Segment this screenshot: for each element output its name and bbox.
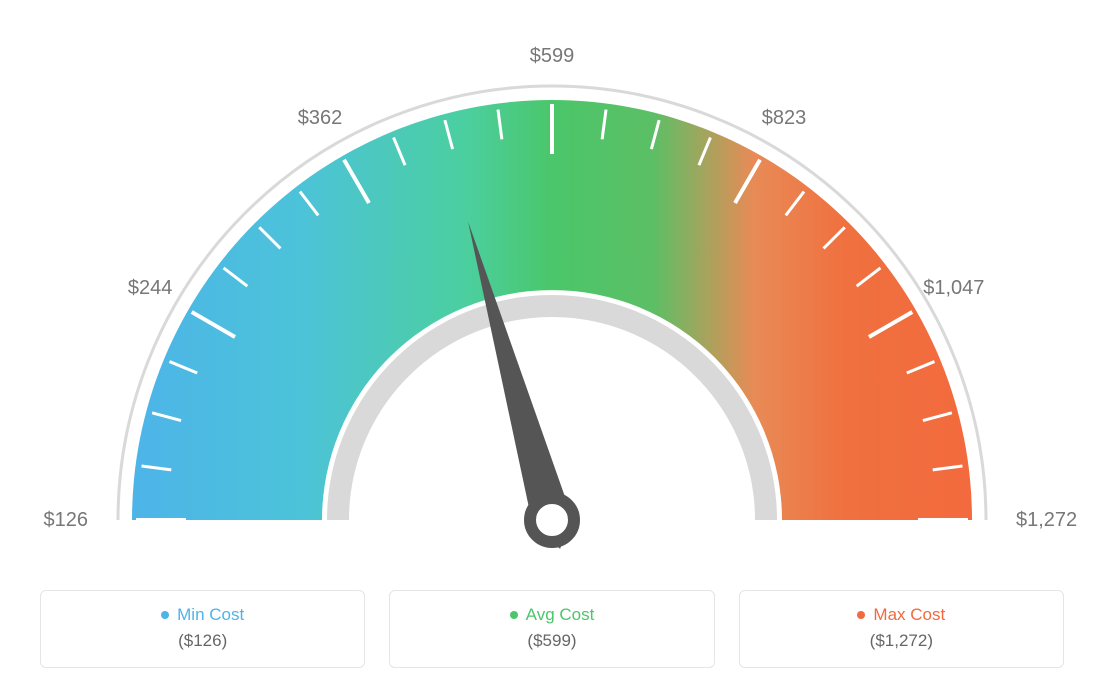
- gauge-tick-label: $244: [128, 277, 173, 299]
- legend-dot-max: [857, 611, 865, 619]
- legend-label-min-text: Min Cost: [177, 605, 244, 625]
- legend-value-max: ($1,272): [748, 631, 1055, 651]
- legend-card-avg: Avg Cost ($599): [389, 590, 714, 668]
- legend-label-max: Max Cost: [857, 605, 945, 625]
- gauge-tick-label: $362: [298, 107, 343, 129]
- legend-value-min: ($126): [49, 631, 356, 651]
- legend-label-min: Min Cost: [161, 605, 244, 625]
- gauge-svg: $126 $244 $362 $599 $823 $1,047 $1,272: [20, 20, 1084, 580]
- legend-label-max-text: Max Cost: [873, 605, 945, 625]
- gauge-tick-label: $1,047: [923, 277, 984, 299]
- gauge-tick-label: $1,272: [1016, 509, 1077, 531]
- legend-card-min: Min Cost ($126): [40, 590, 365, 668]
- gauge-tick-label: $599: [530, 45, 575, 67]
- legend-dot-min: [161, 611, 169, 619]
- legend-label-avg: Avg Cost: [510, 605, 595, 625]
- gauge-chart: $126 $244 $362 $599 $823 $1,047 $1,272: [20, 20, 1084, 580]
- legend-card-max: Max Cost ($1,272): [739, 590, 1064, 668]
- gauge-tick-label: $126: [44, 509, 89, 531]
- legend-label-avg-text: Avg Cost: [526, 605, 595, 625]
- legend-dot-avg: [510, 611, 518, 619]
- legend-row: Min Cost ($126) Avg Cost ($599) Max Cost…: [20, 590, 1084, 668]
- legend-value-avg: ($599): [398, 631, 705, 651]
- gauge-tick-label: $823: [762, 107, 807, 129]
